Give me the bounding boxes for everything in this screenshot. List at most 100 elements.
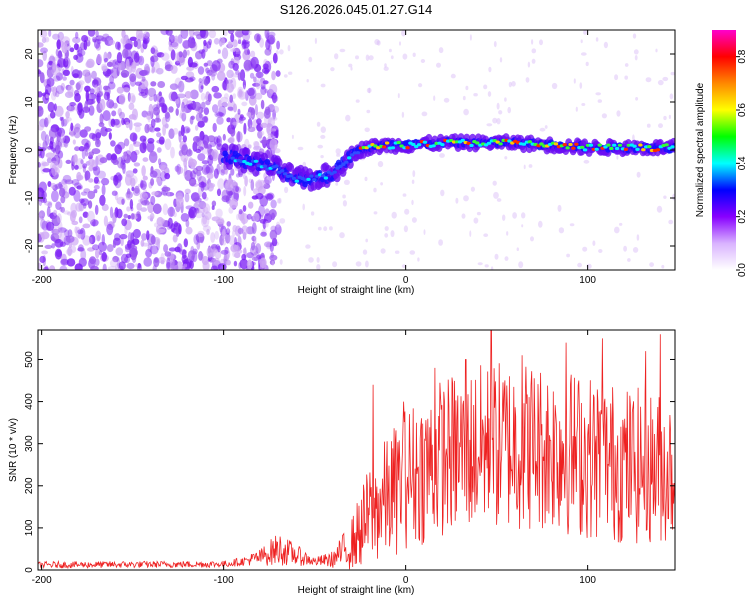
spectrogram-noise-cell xyxy=(366,87,372,94)
spectrogram-noise-cell xyxy=(156,216,164,227)
spectrogram-noise-cell xyxy=(585,61,589,67)
spectrogram-noise-cell xyxy=(159,96,165,108)
spectrogram-noise-cell xyxy=(373,211,378,215)
spectrogram-noise-cell xyxy=(78,146,85,152)
spectrogram-noise-cell xyxy=(179,112,184,119)
spectrogram-noise-cell xyxy=(119,233,128,240)
spectrogram-noise-cell xyxy=(443,97,450,103)
spectrogram-signal-core xyxy=(460,138,465,142)
spectrogram-signal xyxy=(220,133,675,192)
spectrogram-noise-cell xyxy=(178,131,182,143)
spectrogram-noise-cell xyxy=(116,86,124,94)
spectrogram-noise-cell xyxy=(156,177,161,184)
spectrogram-noise-cell xyxy=(85,71,89,78)
spectrogram-noise-cell xyxy=(126,262,135,270)
spectrogram-noise-cell xyxy=(174,246,181,253)
spectrogram-noise-cell xyxy=(136,38,142,50)
spectrogram-noise-cell xyxy=(636,171,641,178)
spectrogram-noise-cell xyxy=(62,135,71,144)
spectrogram-noise-cell xyxy=(270,252,275,259)
spectrogram-noise-cell xyxy=(663,195,667,199)
spectrogram-noise-cell xyxy=(656,205,663,213)
spectrogram-noise-cell xyxy=(566,253,570,258)
spectrogram-noise-cell xyxy=(136,211,141,218)
spectrogram-noise-cell xyxy=(221,189,230,201)
spectrogram-noise-cell xyxy=(274,130,279,139)
spectrogram-noise-cell xyxy=(242,248,247,255)
spectrogram-noise-cell xyxy=(268,31,276,38)
spectrogram-noise-cell xyxy=(209,252,216,258)
spectrogram-noise-cell xyxy=(141,76,146,82)
spectrogram-noise-cell xyxy=(44,244,53,249)
spectrogram-noise-cell xyxy=(74,146,80,152)
spectrogram-noise-cell xyxy=(158,158,162,166)
spectrogram-noise-cell xyxy=(198,251,203,261)
spectrogram-noise-cell xyxy=(54,105,64,117)
spectrogram-noise-cell xyxy=(380,248,386,254)
spectrogram-noise-cell xyxy=(463,108,469,116)
spectrogram-noise-cell xyxy=(215,208,223,218)
spectrogram-noise-cell xyxy=(227,106,234,111)
spectrogram-noise-cell xyxy=(662,76,669,82)
spectrogram-noise-cell xyxy=(82,163,87,169)
spectrogram-noise-cell xyxy=(595,37,599,42)
spectrogram-noise-cell xyxy=(109,206,114,219)
spectrogram-noise-cell xyxy=(74,92,81,103)
spectrogram-noise-cell xyxy=(72,139,76,145)
spectrogram-noise-cell xyxy=(148,103,154,115)
spectrogram-noise-cell xyxy=(257,185,266,195)
spectrogram-noise-cell xyxy=(41,37,47,44)
spectrogram-noise-cell xyxy=(575,106,578,112)
spectrogram-noise-cell xyxy=(39,72,45,84)
spectrogram-noise-cell xyxy=(153,257,160,268)
spectrogram-noise-cell xyxy=(216,188,222,197)
spectrogram-noise-cell xyxy=(255,243,262,254)
snr-y-axis-label: SNR (10 * v/v) xyxy=(8,418,19,482)
spectrogram-noise-cell xyxy=(390,55,394,60)
spectrogram-signal-core xyxy=(614,146,620,151)
spectrogram-noise-cell xyxy=(141,242,150,247)
spectrogram-noise-cell xyxy=(156,132,162,138)
spectrogram-signal-core xyxy=(320,174,326,178)
spectrogram-noise-cell xyxy=(237,35,242,44)
spectrogram-signal-core xyxy=(230,156,235,160)
spectrogram-noise-cell xyxy=(200,85,204,90)
spectrogram-noise-cell xyxy=(241,253,247,261)
spectrogram-noise-cell xyxy=(494,253,499,260)
spectrogram-noise-cell xyxy=(531,39,534,45)
spectrogram-noise-cell xyxy=(201,101,206,110)
spectrogram-noise-cell xyxy=(140,207,148,212)
spectrogram-noise-cell xyxy=(633,49,639,55)
spectrogram-noise-cell xyxy=(162,203,169,216)
spectrogram-noise-cell xyxy=(188,157,194,166)
spectrogram-noise-cell xyxy=(418,83,423,88)
spectrogram-noise-cell xyxy=(94,204,99,215)
spectrogram-noise-cell xyxy=(84,142,90,150)
spectrogram-noise-cell xyxy=(175,195,184,208)
spectrogram-noise-cell xyxy=(232,250,237,258)
spectrogram-noise-cell xyxy=(581,103,586,106)
spectrogram-y-tick-label: -10 xyxy=(24,190,35,205)
spectrogram-noise-cell xyxy=(197,230,205,238)
snr-x-axis-label: Height of straight line (km) xyxy=(298,585,415,596)
spectrogram-noise-cell xyxy=(523,164,526,170)
snr-series-line xyxy=(38,330,675,570)
spectrogram-noise-cell xyxy=(614,226,620,234)
spectrogram-noise-cell xyxy=(412,52,416,57)
spectrogram-noise-cell xyxy=(186,128,190,133)
spectrogram-noise-cell xyxy=(632,134,635,142)
spectrogram-noise-cell xyxy=(184,188,191,194)
spectrogram-noise-cell xyxy=(42,50,47,61)
spectrogram-x-ticks: -200 -100 0 100 xyxy=(32,30,596,286)
spectrogram-noise-cell xyxy=(90,265,99,270)
spectrogram-noise-cell xyxy=(125,253,132,258)
spectrogram-signal-core xyxy=(288,174,294,178)
spectrogram-noise-cell xyxy=(189,76,196,82)
spectrogram-noise-cell xyxy=(390,230,395,238)
spectrogram-noise-cell xyxy=(90,219,99,227)
spectrogram-noise-cell xyxy=(103,91,110,101)
spectrogram-signal-cell xyxy=(243,147,251,157)
spectrogram-noise-cell xyxy=(254,33,262,42)
spectrogram-noise-cell xyxy=(129,199,134,210)
spectrogram-noise-cell xyxy=(101,37,107,42)
